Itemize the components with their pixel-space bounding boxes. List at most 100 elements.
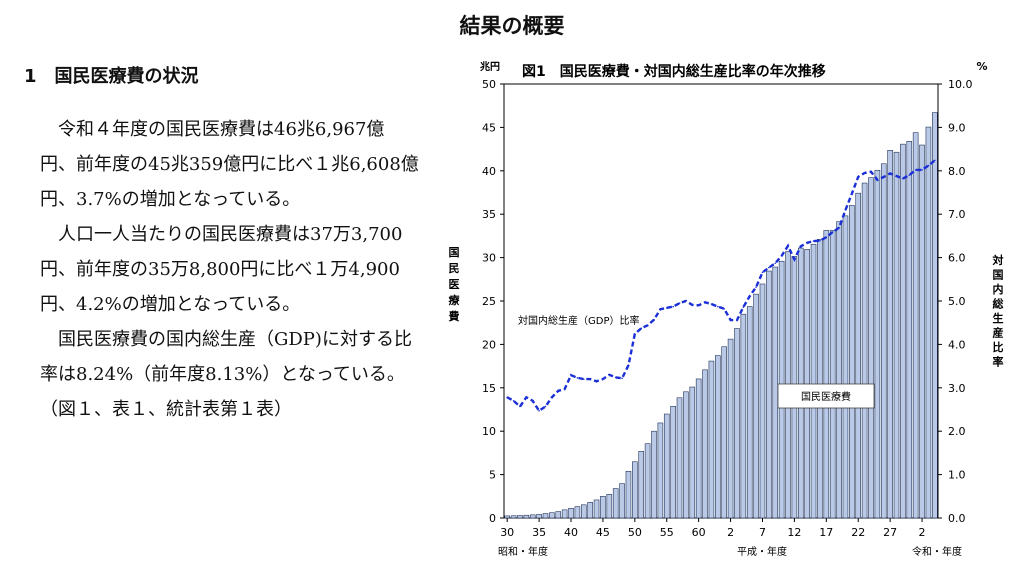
point-gdp-ratio: [882, 176, 885, 178]
bar-medical-cost: [868, 177, 874, 519]
era-label-heisei: 平成・年度: [737, 545, 787, 558]
right-axis-tick-label: 3.0: [948, 382, 966, 395]
left-axis-tick-label: 45: [482, 121, 496, 134]
bar-medical-cost: [523, 514, 530, 519]
point-gdp-ratio: [889, 172, 891, 175]
point-gdp-ratio: [506, 396, 508, 399]
point-gdp-ratio: [863, 172, 866, 174]
bar-medical-cost: [906, 140, 913, 519]
point-gdp-ratio: [563, 388, 566, 390]
bar-medical-cost: [836, 221, 842, 519]
right-axis-label-char: 比: [993, 340, 1004, 354]
right-axis-label-char: 生: [993, 311, 1004, 325]
point-gdp-ratio: [646, 324, 649, 327]
point-gdp-ratio: [608, 373, 611, 376]
point-gdp-ratio: [787, 245, 789, 247]
bar-medical-cost: [695, 378, 702, 519]
bar-medical-cost: [555, 511, 562, 519]
x-axis-tick-label: 50: [628, 526, 642, 539]
right-axis-label-char: 率: [993, 355, 1004, 369]
bar-medical-cost: [912, 132, 919, 519]
bar-medical-cost: [849, 205, 855, 519]
left-axis-tick-label: 35: [482, 208, 496, 221]
left-axis-tick-label: 30: [482, 252, 496, 265]
annotation-medical-cost: 国民医療費: [801, 390, 851, 403]
point-gdp-ratio: [570, 374, 572, 377]
bar-medical-cost: [766, 270, 772, 519]
bar-medical-cost: [632, 461, 638, 519]
point-gdp-ratio: [876, 179, 879, 181]
left-axis-tick-label: 5: [489, 469, 496, 482]
bar-medical-cost: [625, 471, 632, 519]
bar-medical-cost: [510, 515, 517, 519]
point-gdp-ratio: [710, 303, 713, 305]
left-axis-label-char: 費: [448, 309, 460, 323]
bar-medical-cost: [580, 504, 587, 519]
left-axis-tick-label: 15: [482, 382, 496, 395]
right-axis-label-char: 内: [993, 282, 1004, 296]
point-gdp-ratio: [857, 176, 860, 178]
x-axis-tick-label: 30: [500, 526, 514, 539]
point-gdp-ratio: [819, 239, 821, 242]
bar-medical-cost: [855, 192, 862, 519]
point-gdp-ratio: [678, 302, 681, 304]
point-gdp-ratio: [519, 405, 521, 408]
bar-medical-cost: [657, 422, 664, 519]
right-axis-unit: %: [976, 60, 987, 73]
point-gdp-ratio: [774, 262, 777, 265]
point-gdp-ratio: [921, 169, 923, 171]
bar-medical-cost: [810, 243, 817, 519]
era-label-showa: 昭和・年度: [498, 545, 548, 558]
point-gdp-ratio: [812, 240, 815, 242]
point-gdp-ratio: [614, 376, 617, 379]
bar-medical-cost: [574, 506, 581, 519]
left-axis-label-char: 国: [449, 246, 460, 259]
point-gdp-ratio: [634, 333, 636, 335]
bar-medical-cost: [670, 405, 676, 519]
right-axis-tick-label: 1.0: [948, 469, 966, 482]
paragraph-gdp-ratio: 国民医療費の国内総生産（GDP)に対する比率は8.24%（前年度8.13%）とな…: [40, 329, 412, 385]
bar-medical-cost: [542, 513, 549, 519]
left-axis-tick-label: 40: [482, 165, 496, 178]
x-axis-tick-label: 35: [532, 526, 546, 539]
bar-medical-cost: [638, 451, 645, 519]
point-gdp-ratio: [551, 396, 553, 399]
point-gdp-ratio: [697, 304, 700, 307]
point-gdp-ratio: [902, 177, 904, 180]
paragraph-per-capita: 人口一人当たりの国民医療費は37万3,700円、前年度の35万8,800円に比べ…: [40, 224, 403, 315]
point-gdp-ratio: [723, 308, 725, 310]
x-axis-tick-label: 2: [727, 526, 734, 539]
left-axis-label-char: 療: [449, 293, 461, 307]
bar-medical-cost: [708, 360, 715, 519]
left-axis-tick-label: 50: [482, 78, 496, 91]
bar-medical-cost: [759, 283, 766, 519]
bar-medical-cost: [734, 328, 740, 519]
bar-medical-cost: [842, 215, 849, 519]
left-axis-tick-label: 20: [482, 338, 496, 351]
left-axis-tick-label: 25: [482, 295, 496, 308]
point-gdp-ratio: [934, 159, 936, 162]
x-axis-tick-label: 40: [564, 526, 578, 539]
bar-medical-cost: [746, 306, 753, 519]
bar-medical-cost: [600, 495, 606, 519]
point-gdp-ratio: [927, 164, 930, 167]
point-gdp-ratio: [717, 305, 719, 308]
chart-svg: 0 5 10 15 20 25 30 35 40 45 50 0.0 1.0 2.0 3.0 4.0 5.0 6.…: [448, 60, 1004, 558]
bar-medical-cost: [727, 338, 734, 519]
point-gdp-ratio: [685, 300, 687, 302]
point-gdp-ratio: [525, 396, 528, 399]
right-axis-tick-label: 2.0: [948, 425, 966, 438]
point-gdp-ratio: [544, 405, 547, 408]
point-gdp-ratio: [595, 380, 598, 383]
point-gdp-ratio: [851, 193, 853, 195]
bar-medical-cost: [893, 151, 900, 519]
point-gdp-ratio: [768, 266, 770, 269]
point-gdp-ratio: [659, 308, 662, 311]
point-gdp-ratio: [793, 258, 796, 261]
point-gdp-ratio: [576, 377, 579, 379]
bar-medical-cost: [689, 386, 696, 519]
point-gdp-ratio: [825, 236, 828, 239]
bar-medical-cost: [925, 126, 932, 519]
right-axis-tick-label: 7.0: [948, 208, 966, 221]
bar-medical-cost: [753, 293, 759, 519]
